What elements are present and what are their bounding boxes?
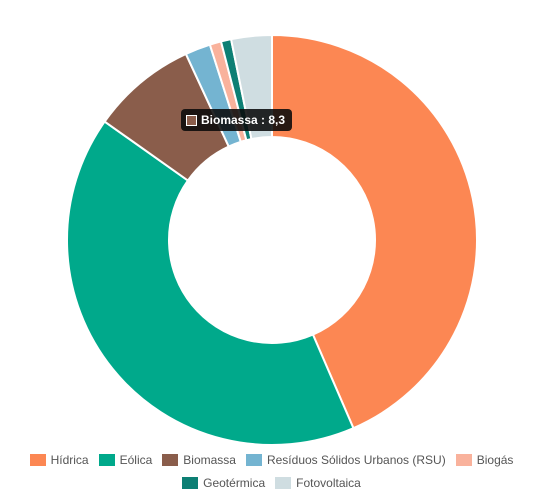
legend-label: Hídrica — [50, 453, 89, 467]
legend-swatch — [29, 454, 46, 466]
tooltip: Biomassa : 8,3 — [181, 109, 293, 131]
legend-item-fotovoltaica[interactable]: Fotovoltaica — [275, 475, 361, 491]
legend-label: Fotovoltaica — [296, 476, 361, 490]
legend-item-eolica[interactable]: Eólica — [98, 452, 153, 468]
legend-swatch — [182, 477, 199, 489]
legend-swatch — [455, 454, 472, 466]
legend-swatch — [275, 477, 292, 489]
legend-label: Eólica — [119, 453, 153, 467]
legend-label: Biomassa — [183, 453, 236, 467]
slice-hidrica[interactable] — [271, 33, 478, 430]
tooltip-swatch — [186, 114, 197, 126]
legend-swatch — [245, 454, 262, 466]
legend: Hídrica Eólica Biomassa Resíduos Sólidos Ur… — [0, 452, 543, 491]
legend-item-biogas[interactable]: Biogás — [455, 452, 514, 468]
legend-item-hidrica[interactable]: Hídrica — [29, 452, 89, 468]
legend-item-biomassa[interactable]: Biomassa — [162, 452, 236, 468]
legend-swatch — [162, 454, 179, 466]
legend-label: Resíduos Sólidos Urbanos (RSU) — [266, 453, 446, 467]
tooltip-text: Biomassa : 8,3 — [201, 113, 286, 127]
legend-label: Biogás — [476, 453, 514, 467]
donut-plot — [66, 33, 478, 446]
legend-item-residuos-solidos-urbanos-rsu[interactable]: Resíduos Sólidos Urbanos (RSU) — [245, 452, 446, 468]
legend-label: Geotérmica — [203, 476, 266, 490]
slice-eolica[interactable] — [66, 120, 355, 446]
legend-swatch — [98, 454, 115, 466]
legend-item-geotermica[interactable]: Geotérmica — [182, 475, 265, 491]
